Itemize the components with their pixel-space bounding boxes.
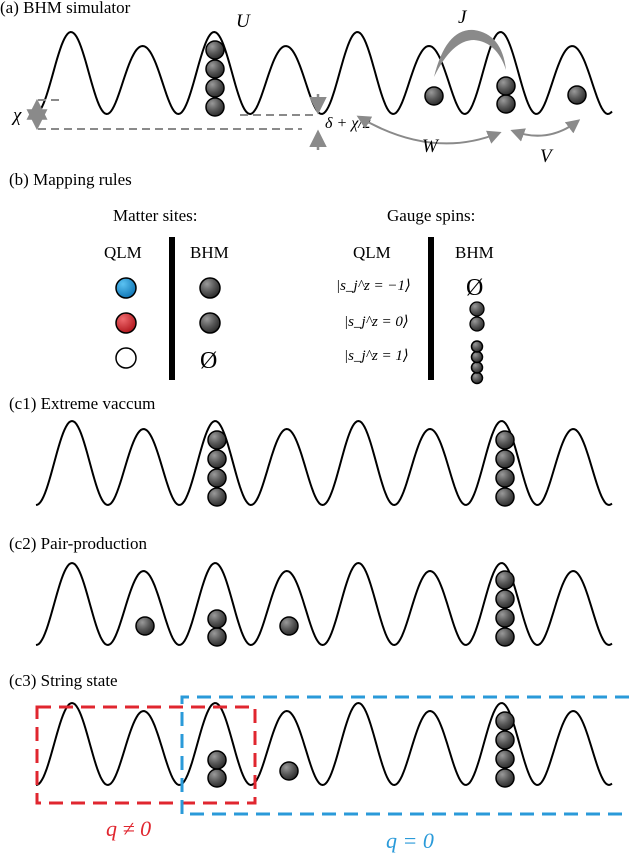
bhm-atom-red-row bbox=[199, 312, 221, 334]
q-nonzero-label: q ≠ 0 bbox=[106, 816, 151, 841]
bhm-gauge-four-atoms bbox=[470, 340, 484, 385]
atom bbox=[495, 768, 515, 788]
qlm-empty-matter bbox=[115, 347, 137, 369]
atom bbox=[207, 627, 227, 647]
panel-c1: (c1) Extreme vaccum bbox=[9, 394, 613, 507]
atom bbox=[205, 97, 225, 117]
atom bbox=[495, 449, 515, 469]
panel-c1-label: (c1) Extreme vaccum bbox=[9, 394, 155, 413]
gauge-heading: Gauge spins: bbox=[387, 206, 475, 225]
long-range-arrow-W bbox=[356, 115, 502, 145]
atom bbox=[495, 487, 515, 507]
atom bbox=[207, 750, 227, 770]
atom bbox=[424, 86, 444, 106]
red-region-box bbox=[35, 705, 257, 805]
atom bbox=[495, 749, 515, 769]
atom bbox=[205, 78, 225, 98]
panel-a-label: (a) BHM simulator bbox=[0, 0, 131, 17]
atom bbox=[495, 627, 515, 647]
atom-group-c2 bbox=[135, 570, 515, 647]
atom bbox=[207, 487, 227, 507]
matter-col-bhm: BHM bbox=[190, 243, 229, 262]
lattice-potential-c1 bbox=[35, 419, 613, 507]
atom bbox=[495, 468, 515, 488]
panel-c3: (c3) String state q ≠ 0 q = 0 bbox=[9, 671, 629, 853]
bhm-gauge-empty: Ø bbox=[466, 275, 483, 301]
panel-a: (a) BHM simulator U J χ δ + χ/2 W V bbox=[0, 0, 613, 167]
qlm-blue-matter bbox=[115, 277, 137, 299]
atom bbox=[495, 608, 515, 628]
ket-one: |s_j^z = 1⟩ bbox=[344, 348, 409, 364]
ket-zero: |s_j^z = 0⟩ bbox=[344, 314, 409, 330]
panel-c3-label: (c3) String state bbox=[9, 671, 118, 690]
matter-divider bbox=[169, 237, 175, 380]
qlm-red-matter bbox=[115, 312, 137, 334]
atom-group-c3 bbox=[207, 711, 515, 788]
lattice-potential-c3 bbox=[35, 701, 613, 787]
bhm-empty-matter: Ø bbox=[200, 348, 217, 374]
matter-heading: Matter sites: bbox=[113, 206, 198, 225]
atom bbox=[495, 589, 515, 609]
gauge-divider bbox=[428, 237, 434, 380]
panel-b: (b) Mapping rules Matter sites: Gauge sp… bbox=[9, 170, 494, 385]
lattice-potential-a bbox=[35, 30, 613, 116]
atom bbox=[207, 768, 227, 788]
symbol-U: U bbox=[236, 11, 251, 32]
atom bbox=[279, 761, 299, 781]
atom bbox=[207, 430, 227, 450]
atom bbox=[470, 340, 484, 353]
panel-b-label: (b) Mapping rules bbox=[9, 170, 132, 189]
panel-c2: (c2) Pair-production bbox=[9, 534, 613, 647]
matter-col-qlm: QLM bbox=[104, 243, 142, 262]
bhm-gauge-two-atoms-bottom bbox=[469, 316, 485, 332]
nn-arrow-V bbox=[510, 119, 581, 142]
atom bbox=[207, 609, 227, 629]
atom bbox=[495, 711, 515, 731]
atom bbox=[207, 449, 227, 469]
lattice-potential-c2 bbox=[35, 561, 613, 647]
atom bbox=[279, 616, 299, 636]
ket-minus-one: |s_j^z = −1⟩ bbox=[336, 278, 411, 294]
atom-group-c1 bbox=[207, 430, 515, 507]
blue-region-box bbox=[180, 695, 629, 816]
atom bbox=[470, 371, 484, 385]
symbol-delta: δ + χ/2 bbox=[325, 115, 371, 132]
atom bbox=[495, 730, 515, 750]
atom bbox=[495, 570, 515, 590]
panel-c2-label: (c2) Pair-production bbox=[9, 534, 147, 553]
atom bbox=[470, 350, 484, 364]
tunneling-arc bbox=[434, 29, 506, 77]
bhm-gauge-two-atoms-top bbox=[469, 301, 485, 317]
atom bbox=[207, 468, 227, 488]
gauge-col-qlm: QLM bbox=[353, 243, 391, 262]
symbol-J: J bbox=[458, 7, 468, 28]
symbol-W: W bbox=[422, 136, 440, 157]
atom bbox=[496, 94, 516, 114]
atom bbox=[496, 76, 516, 96]
atom bbox=[495, 430, 515, 450]
gauge-col-bhm: BHM bbox=[455, 243, 494, 262]
atom bbox=[205, 40, 225, 60]
atom bbox=[205, 59, 225, 79]
atom bbox=[470, 361, 484, 374]
atom-group-a bbox=[205, 40, 587, 117]
atom bbox=[567, 85, 587, 105]
bhm-atom-blue-row bbox=[199, 277, 221, 299]
symbol-V: V bbox=[540, 146, 554, 167]
symbol-chi: χ bbox=[11, 105, 22, 126]
atom bbox=[135, 616, 155, 636]
q-zero-label: q = 0 bbox=[386, 828, 434, 853]
